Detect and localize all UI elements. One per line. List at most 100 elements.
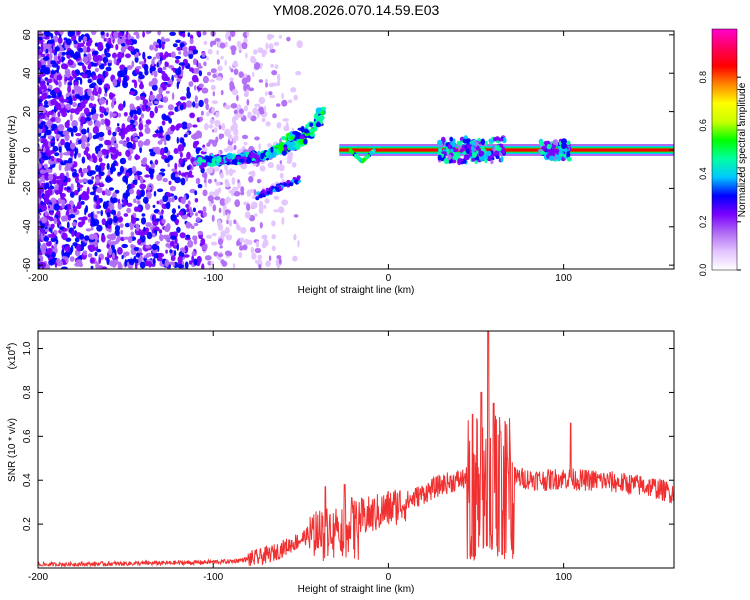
spectrogram-blob — [127, 32, 131, 40]
spectrogram-blob — [60, 175, 65, 181]
spectrogram-blob — [203, 61, 207, 67]
spectrogram-blob — [44, 145, 50, 154]
spectrogram-blob — [64, 205, 68, 211]
spectrogram-blob — [183, 254, 190, 258]
spectrogram-blob — [485, 150, 492, 157]
spectrogram-blob — [50, 197, 57, 204]
spectrogram-blob — [259, 165, 266, 172]
spectrogram-blob — [202, 75, 209, 84]
spectrogram-blob — [250, 115, 257, 122]
spectrogram-blob — [62, 227, 68, 232]
spectrogram-blob — [142, 51, 146, 60]
spectrogram-blob — [81, 156, 86, 164]
spectrogram-blob — [278, 164, 285, 172]
spectrogram-blob — [215, 136, 219, 143]
spectrogram-blob — [265, 121, 271, 127]
spectrogram-blob — [275, 103, 281, 107]
spectrogram-blob — [49, 211, 54, 216]
spectrogram-blob — [259, 222, 263, 229]
spectrogram-blob — [169, 249, 173, 254]
spectrogram-blob — [60, 138, 65, 146]
y-tick-label: 0.6 — [22, 429, 33, 443]
spectrogram-blob — [233, 62, 239, 67]
spectrogram-blob — [100, 31, 105, 36]
spectrogram-blob — [271, 70, 278, 76]
spectrogram-blob — [232, 186, 239, 192]
spectrogram-blob — [82, 36, 88, 42]
spectrogram-blob — [238, 108, 244, 114]
spectrogram-blob — [201, 263, 205, 269]
spectrogram-blob — [282, 118, 290, 122]
spectrogram-blob — [44, 228, 49, 232]
spectrogram-blob — [197, 183, 203, 189]
spectrogram-blob — [164, 61, 168, 67]
spectrogram-blob — [246, 31, 250, 37]
spectrogram-blob — [100, 118, 105, 126]
spectrogram-blob — [559, 153, 563, 158]
spectrogram-blob — [142, 196, 149, 204]
spectrogram-blob — [212, 73, 217, 79]
spectrogram-blob — [98, 183, 105, 188]
spectrogram-blob — [177, 264, 184, 269]
spectrogram-blob — [174, 162, 178, 170]
spectrogram-blob — [50, 223, 55, 230]
spectrogram-blob — [539, 150, 546, 155]
snr-scale-label: (x104) — [6, 343, 18, 370]
spectrogram-blob — [87, 78, 92, 84]
spectrogram-blob — [233, 190, 241, 197]
spectrogram-blob — [246, 156, 252, 164]
spectrogram-blob — [175, 173, 179, 178]
spectrogram-blob — [38, 31, 42, 37]
spectrogram-blob — [190, 225, 195, 229]
spectrogram-blob — [170, 124, 176, 132]
spectrogram-blob — [159, 147, 165, 156]
spectrogram-blob — [249, 226, 256, 233]
spectrogram-blob — [543, 140, 549, 145]
spectrogram-blob — [112, 78, 118, 87]
spectrogram-blob — [219, 172, 224, 179]
spectrogram-blob — [38, 213, 41, 217]
spectrogram-blob — [148, 148, 154, 153]
spectrogram-blob — [94, 251, 98, 257]
spectrogram-blob — [188, 260, 193, 265]
spectrogram-blob — [130, 216, 137, 224]
spectrogram-blob — [112, 197, 118, 203]
y-tick-label: -60 — [22, 257, 33, 272]
spectrogram-blob — [308, 128, 315, 132]
spectrogram-blob — [92, 134, 98, 140]
spectrogram-blob — [57, 55, 61, 59]
spectrogram-blob — [193, 67, 200, 72]
spectrogram-blob — [161, 42, 165, 50]
x-tick-label: -100 — [203, 273, 223, 284]
spectrogram-blob — [240, 186, 245, 193]
spectrogram-blob — [66, 119, 70, 124]
spectrogram-blob — [211, 157, 216, 165]
spectrogram-blob — [106, 257, 110, 266]
colorbar-ticks: 0.0 0.2 0.4 0.6 0.8 — [698, 71, 741, 276]
spectrogram-blob — [61, 111, 67, 118]
spectrogram-blob — [259, 63, 263, 70]
spectrogram-blob — [258, 143, 261, 150]
spectrogram-blob — [119, 157, 127, 165]
spectrogram-blob — [77, 152, 82, 158]
spectrogram-blob — [136, 189, 141, 197]
spectrogram-blob — [43, 236, 50, 242]
spectrogram-blob — [228, 189, 236, 194]
spectrogram-blob — [40, 216, 48, 224]
spectrogram-blob — [46, 152, 52, 158]
spectrogram-blob — [240, 191, 245, 196]
spectrogram-blob — [72, 171, 78, 178]
spectrogram-blob — [257, 179, 261, 184]
spectrogram-blob — [252, 107, 259, 115]
spectrogram-blob — [38, 217, 42, 221]
spectrogram-blob — [95, 176, 100, 184]
spectrogram-blob — [135, 95, 141, 101]
spectrogram-blob — [500, 155, 504, 163]
y-tick-label: 0.4 — [22, 473, 33, 487]
spectrogram-blob — [153, 190, 157, 197]
spectrogram-blob — [179, 96, 187, 101]
spectrogram-blob — [81, 73, 88, 79]
spectrogram-blob — [268, 43, 274, 50]
